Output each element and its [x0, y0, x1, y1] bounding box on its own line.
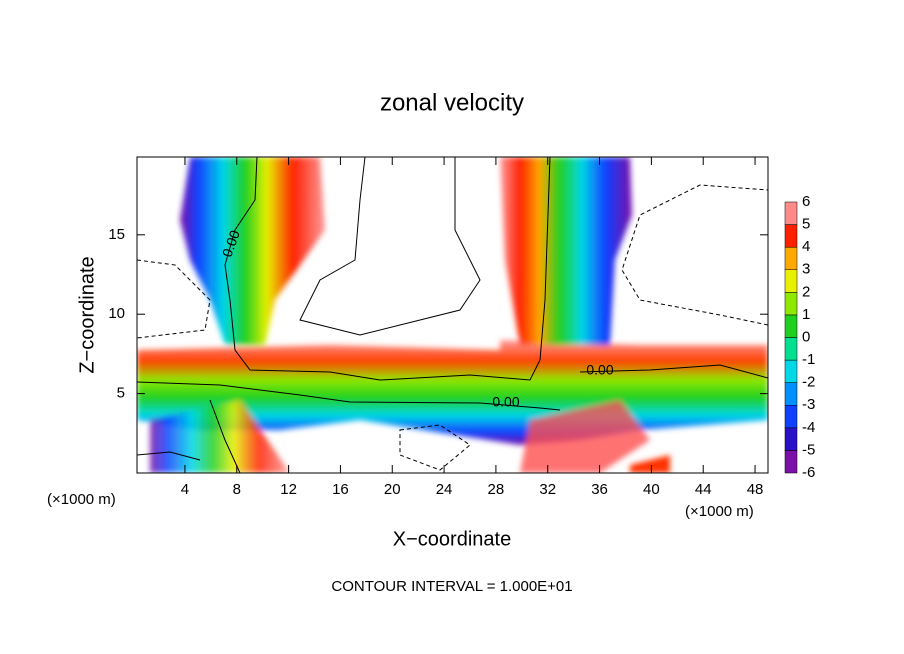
x-tick-label: 40	[643, 481, 660, 498]
x-unit-label: (×1000 m)	[47, 491, 116, 508]
y-tick-label: 10	[108, 305, 125, 322]
colorbar-swatch	[784, 224, 798, 248]
colorbar-swatch	[784, 427, 798, 451]
colorbar-swatch	[784, 314, 798, 338]
colorbar-label: 3	[802, 261, 810, 278]
x-tick-label: 16	[332, 481, 349, 498]
x-tick-label: 44	[695, 481, 712, 498]
colorbar-label: 6	[802, 193, 810, 210]
colorbar-swatch	[784, 359, 798, 383]
contour-label: 0.00	[492, 394, 519, 410]
x-tick-label: 20	[384, 481, 401, 498]
colorbar-label: -4	[802, 419, 815, 436]
contour-label: 0.00	[586, 362, 613, 378]
colorbar-swatch	[784, 450, 798, 474]
colorbar-label: -3	[802, 396, 815, 413]
footer-note: CONTOUR INTERVAL = 1.000E+01	[331, 578, 572, 595]
y-tick-label: 5	[117, 385, 125, 402]
colorbar-label: 5	[802, 216, 810, 233]
x-tick-label: 12	[280, 481, 297, 498]
colorbar-swatch	[784, 337, 798, 361]
x-axis-label: X−coordinate	[393, 528, 511, 550]
x-tick-label: 36	[591, 481, 608, 498]
x-tick-label: 48	[747, 481, 764, 498]
colorbar-label: -2	[802, 374, 815, 391]
colorbar-swatch	[784, 201, 798, 225]
colorbar-label: -1	[802, 351, 815, 368]
x-tick-label: 32	[539, 481, 556, 498]
colorbar-label: -6	[802, 464, 815, 481]
x-tick-label: 4	[181, 481, 189, 498]
x-unit-label: (×1000 m)	[685, 503, 754, 520]
colorbar-swatch	[784, 292, 798, 316]
y-tick-label: 15	[108, 226, 125, 243]
colorbar-label: 2	[802, 283, 810, 300]
colorbar-swatch	[784, 382, 798, 406]
colorbar-label: 4	[802, 238, 810, 255]
contour-field	[137, 157, 768, 473]
colorbar-swatch	[784, 405, 798, 429]
x-tick-label: 24	[436, 481, 453, 498]
y-axis-label: Z−coordinate	[76, 256, 98, 373]
x-tick-label: 8	[233, 481, 241, 498]
x-tick-label: 28	[488, 481, 505, 498]
colorbar-swatch	[784, 269, 798, 293]
colorbar-label: -5	[802, 441, 815, 458]
colorbar-label: 0	[802, 328, 810, 345]
colorbar-swatch	[784, 246, 798, 271]
chart-title: zonal velocity	[380, 89, 524, 116]
colorbar-label: 1	[802, 306, 810, 323]
plot-frame	[136, 156, 769, 474]
